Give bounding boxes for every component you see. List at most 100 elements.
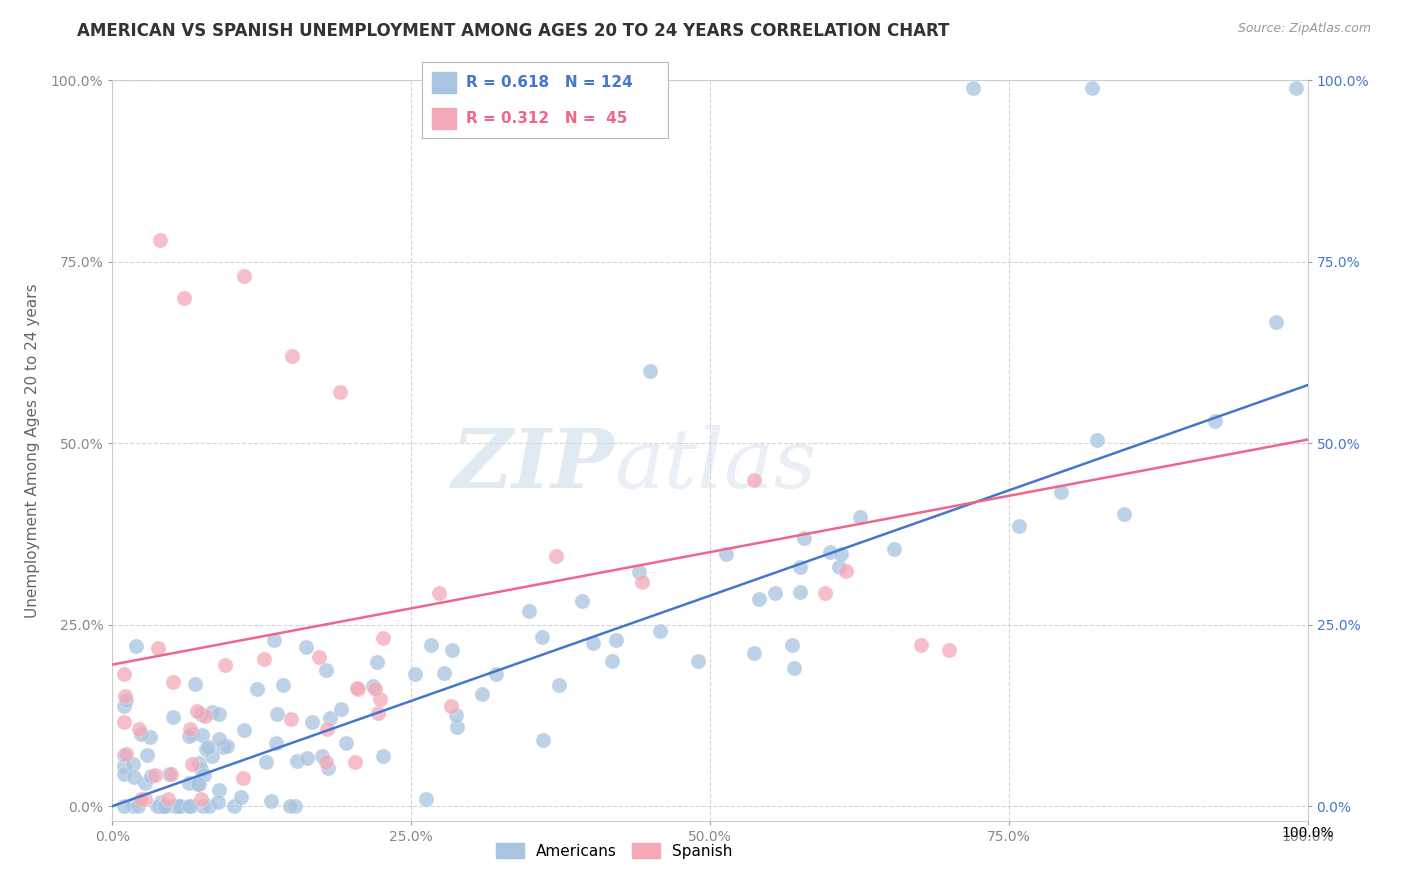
Bar xyxy=(432,71,456,93)
Point xyxy=(415,791,437,805)
Point xyxy=(763,586,786,600)
Point xyxy=(252,652,274,666)
Point xyxy=(631,574,654,589)
Point xyxy=(146,641,169,656)
Point xyxy=(789,584,811,599)
Point xyxy=(115,692,138,706)
Point xyxy=(316,722,339,736)
Point xyxy=(547,678,569,692)
Point xyxy=(828,560,851,574)
Point xyxy=(335,736,357,750)
Point xyxy=(121,756,143,771)
Point xyxy=(485,667,508,681)
Point xyxy=(181,757,204,772)
Point xyxy=(179,799,201,814)
Point xyxy=(640,363,662,377)
Point xyxy=(177,776,200,790)
Point xyxy=(157,792,180,806)
Point xyxy=(149,233,172,247)
Point xyxy=(600,654,623,668)
Point xyxy=(714,547,737,561)
Point xyxy=(284,799,307,814)
Point xyxy=(186,704,208,718)
Point xyxy=(582,636,605,650)
Point xyxy=(114,667,135,681)
Point xyxy=(127,799,149,814)
Point xyxy=(201,749,224,764)
Legend: Americans, Spanish: Americans, Spanish xyxy=(491,837,738,865)
Point xyxy=(187,756,209,771)
Point xyxy=(152,799,174,814)
Point xyxy=(533,733,555,747)
Point xyxy=(264,736,287,750)
Y-axis label: Unemployment Among Ages 20 to 24 years: Unemployment Among Ages 20 to 24 years xyxy=(25,283,39,618)
Point xyxy=(148,799,170,814)
Point xyxy=(318,761,340,775)
Point xyxy=(295,640,318,654)
Point xyxy=(346,681,368,695)
Point xyxy=(834,564,856,578)
Point xyxy=(301,714,323,729)
Point xyxy=(194,709,217,723)
Text: R = 0.618   N = 124: R = 0.618 N = 124 xyxy=(467,75,633,90)
Point xyxy=(162,710,184,724)
Point xyxy=(686,654,709,668)
Point xyxy=(263,633,285,648)
Point xyxy=(748,591,770,606)
Text: AMERICAN VS SPANISH UNEMPLOYMENT AMONG AGES 20 TO 24 YEARS CORRELATION CHART: AMERICAN VS SPANISH UNEMPLOYMENT AMONG A… xyxy=(77,22,949,40)
Point xyxy=(441,643,464,657)
Point xyxy=(134,792,156,806)
Point xyxy=(285,754,308,768)
Point xyxy=(1114,507,1136,521)
Text: atlas: atlas xyxy=(614,425,817,505)
Point xyxy=(231,790,253,805)
Point xyxy=(143,768,166,782)
Point xyxy=(173,291,195,305)
Point xyxy=(789,560,811,574)
Text: ZIP: ZIP xyxy=(451,425,614,505)
Point xyxy=(371,631,394,645)
Point xyxy=(266,707,288,722)
Point xyxy=(224,799,246,814)
Point xyxy=(190,728,212,742)
Point xyxy=(571,594,593,608)
Point xyxy=(150,796,173,810)
Point xyxy=(193,768,215,782)
Point xyxy=(849,509,872,524)
Point xyxy=(163,799,186,814)
Point xyxy=(363,680,385,694)
Point xyxy=(315,663,337,677)
Point xyxy=(605,632,627,647)
Point xyxy=(180,799,202,814)
Point xyxy=(125,640,148,654)
Point xyxy=(129,727,152,741)
Point xyxy=(281,349,304,363)
Point xyxy=(446,720,468,734)
Point xyxy=(429,586,451,600)
Point xyxy=(793,531,815,545)
Point xyxy=(122,799,145,814)
Point xyxy=(191,799,214,814)
Point xyxy=(814,586,837,600)
Point xyxy=(419,638,441,652)
Point xyxy=(318,711,340,725)
Point xyxy=(160,767,183,781)
Point xyxy=(366,655,388,669)
Point xyxy=(181,727,204,741)
Point xyxy=(344,755,367,769)
Point xyxy=(780,638,803,652)
Point xyxy=(157,767,180,781)
Point xyxy=(1265,315,1288,329)
Point xyxy=(315,755,337,769)
Point xyxy=(254,755,277,769)
Point xyxy=(1085,433,1108,447)
Point xyxy=(308,649,330,664)
Point xyxy=(190,762,212,776)
Point xyxy=(347,682,370,697)
Point xyxy=(818,545,841,559)
Point xyxy=(179,729,201,743)
Point xyxy=(194,741,217,756)
Point xyxy=(364,682,387,697)
Point xyxy=(128,723,150,737)
Text: Source: ZipAtlas.com: Source: ZipAtlas.com xyxy=(1237,22,1371,36)
